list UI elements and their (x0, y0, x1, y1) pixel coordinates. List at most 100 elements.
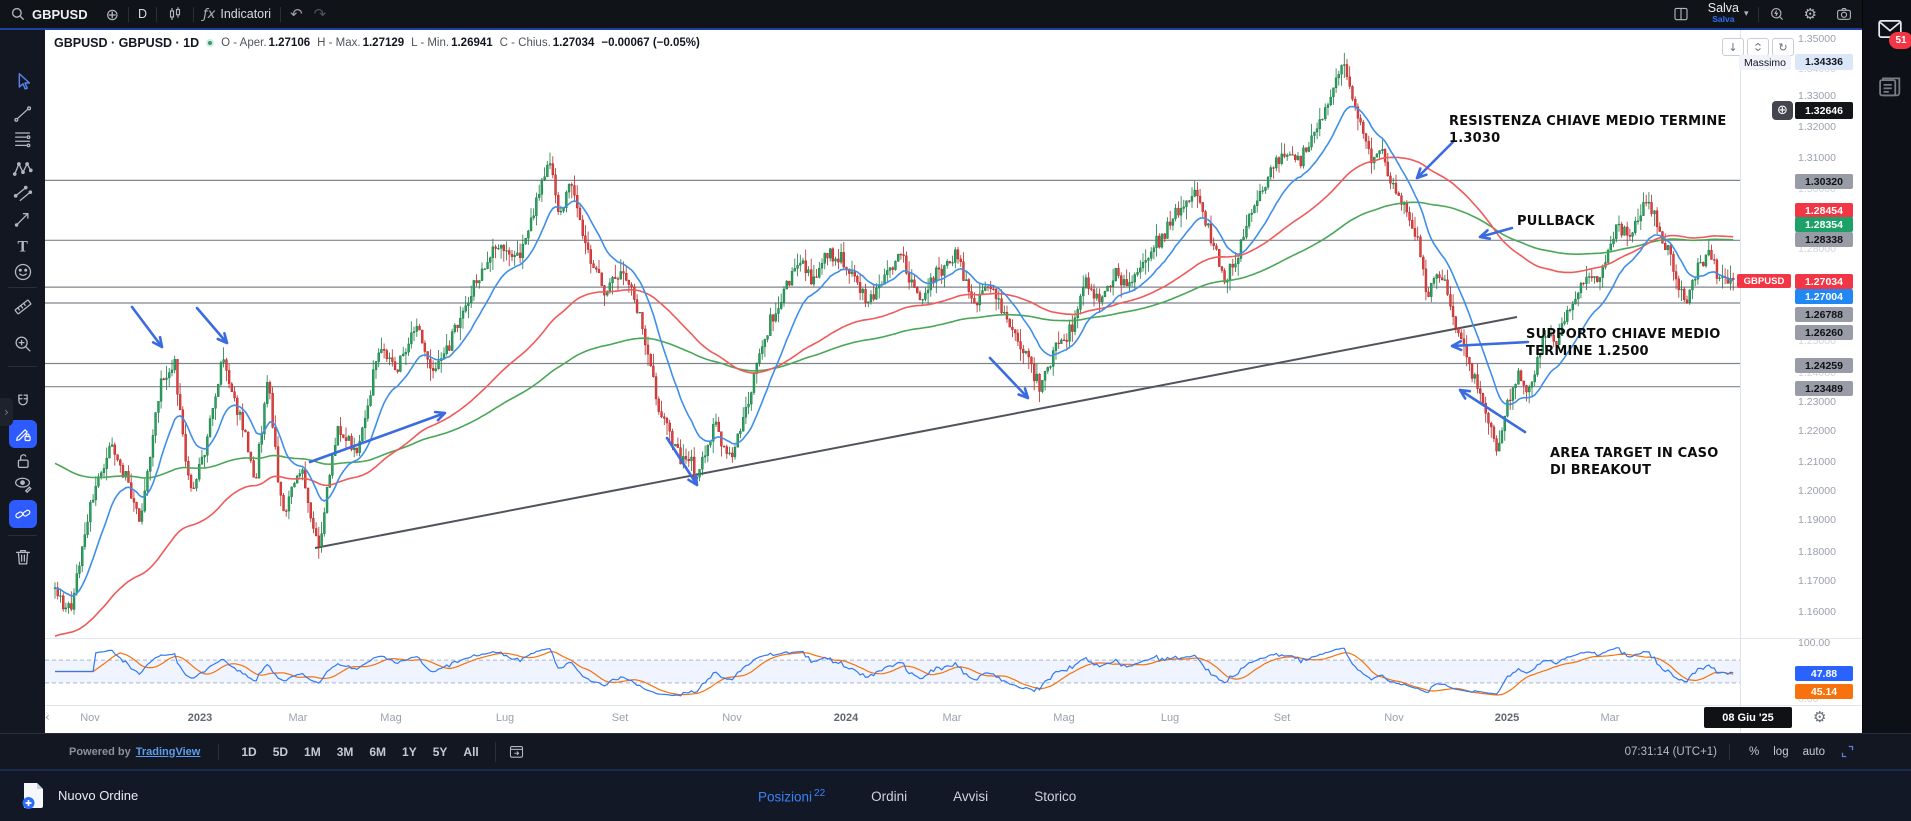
goto-date-button[interactable] (494, 741, 525, 762)
link-tool[interactable] (0, 500, 45, 528)
range-button-5d[interactable]: 5D (272, 744, 289, 759)
price-tick: 100.00 (1798, 637, 1831, 649)
ruler-icon (14, 299, 31, 315)
low-label: L - Min. (411, 37, 450, 49)
price-tick: 1.21000 (1798, 456, 1836, 468)
screenshot-button[interactable] (1826, 0, 1862, 28)
scroll-to-recent-button[interactable]: ↓ (1722, 38, 1744, 56)
parallel-channel-tool[interactable] (0, 180, 45, 208)
ma-green-line[interactable] (54, 201, 1734, 479)
timeline-collapse-icon[interactable]: ‹ (45, 709, 50, 724)
news-button[interactable] (1876, 72, 1904, 100)
ma-red-line[interactable] (54, 156, 1734, 637)
tab-avvisi[interactable]: Avvisi (953, 788, 989, 804)
symbol-search-button[interactable]: GBPUSD (0, 0, 97, 28)
hide-drawings-tool[interactable] (0, 470, 45, 498)
annotation-resistance: RESISTENZA CHIAVE MEDIO TERMINE 1.3030 (1449, 114, 1727, 146)
ascending-trendline[interactable] (314, 316, 1518, 549)
blue-arrow-7[interactable] (1478, 226, 1514, 240)
separator (218, 743, 220, 760)
ruler-tool[interactable] (0, 293, 45, 321)
layout-button[interactable] (1663, 0, 1699, 28)
blue-arrow-9[interactable] (1458, 388, 1527, 434)
new-order-icon (22, 783, 43, 809)
range-button-1d[interactable]: 1D (241, 744, 257, 759)
price-axis-border (1740, 30, 1741, 733)
price-tick: 1.20000 (1798, 485, 1836, 497)
range-button-1y[interactable]: 1Y (402, 744, 417, 759)
right-rail: 51 (1862, 0, 1911, 769)
quick-search-button[interactable] (1759, 0, 1795, 28)
open-value: 1.27106 (268, 37, 311, 49)
indicators-button[interactable]: ƒx Indicatori (194, 0, 280, 28)
symbol-name: GBPUSD (32, 6, 88, 22)
add-alert-plus-button[interactable]: ⊕ (1772, 101, 1793, 120)
blue-arrow-4[interactable] (665, 436, 699, 487)
trash-tool[interactable] (0, 543, 45, 571)
link-icon (14, 509, 30, 519)
legend-symbol[interactable]: GBPUSD · GBPUSD · 1D (54, 36, 200, 50)
clock[interactable]: 07:31:14 (UTC+1) (1624, 745, 1718, 758)
price-tick: 1.22000 (1798, 425, 1836, 437)
blue-arrow-2[interactable] (195, 306, 229, 345)
log-scale-button[interactable]: log (1773, 745, 1789, 758)
blue-arrow-1[interactable] (130, 305, 164, 349)
price-label-black: 1.32646 (1795, 102, 1853, 119)
cursor-tool[interactable] (0, 68, 45, 96)
draw-lock-tool[interactable] (0, 420, 45, 448)
price-tick: 1.32000 (1798, 121, 1836, 133)
maximize-icon[interactable] (1840, 744, 1855, 759)
range-button-3m[interactable]: 3M (336, 744, 354, 759)
separator (280, 6, 282, 22)
toolbar-separator (8, 366, 37, 367)
settings-button[interactable]: ⚙ (1795, 0, 1826, 28)
new-order-button[interactable]: Nuovo Ordine (20, 781, 138, 810)
price-label-gray: 1.28338 (1795, 232, 1853, 247)
price-chart[interactable] (45, 30, 1740, 703)
blue-arrow-8[interactable] (1450, 339, 1530, 352)
tab-storico[interactable]: Storico (1034, 788, 1077, 804)
unlock-tool[interactable] (0, 447, 45, 475)
arrow-marker-tool[interactable] (0, 205, 45, 233)
low-value: 1.26941 (451, 37, 493, 49)
trend-line-tool[interactable] (0, 100, 45, 128)
blue-arrow-6[interactable] (1415, 140, 1455, 180)
indicator-settings-icon[interactable]: ⚙ (1813, 708, 1827, 726)
tab-ordini[interactable]: Ordini (871, 788, 908, 804)
range-button-5y[interactable]: 5Y (432, 744, 448, 759)
text-tool[interactable]: T (0, 232, 45, 260)
emoji-icon (14, 263, 31, 281)
chart-type-button[interactable] (157, 0, 193, 28)
tradingview-link[interactable]: TradingView (135, 745, 201, 758)
range-button-1m[interactable]: 1M (304, 744, 321, 759)
compare-add-button[interactable]: ⊕ (97, 0, 128, 28)
redo-button[interactable]: ↷ (312, 0, 336, 28)
range-button-all[interactable]: All (463, 744, 479, 759)
annotation-target: AREA TARGET IN CASO DI BREAKOUT (1550, 446, 1719, 478)
collapse-scale-button[interactable] (1747, 38, 1769, 56)
save-button[interactable]: Salva Salva ▾ (1699, 0, 1758, 28)
tab-posizioni[interactable]: Posizioni 22 (758, 787, 826, 805)
chart-area[interactable]: GBPUSD · GBPUSD · 1D O - Aper. 1.27106 H … (45, 30, 1862, 733)
percent-scale-button[interactable]: % (1749, 745, 1760, 758)
undo-button[interactable]: ↶ (281, 0, 312, 28)
reset-scale-button[interactable]: ↻ (1772, 38, 1794, 56)
auto-scale-button[interactable]: auto (1802, 745, 1825, 758)
emoji-tool[interactable] (0, 258, 45, 286)
xabcd-pattern-tool[interactable] (0, 155, 45, 183)
month-label: Nov (722, 712, 742, 724)
zoom-in-icon (14, 336, 31, 352)
price-label-orange: 45.14 (1795, 684, 1853, 699)
fib-lines-tool[interactable] (0, 125, 45, 153)
price-label-rsiblue: 47.88 (1795, 666, 1853, 681)
zoom-in-tool[interactable] (0, 330, 45, 358)
blue-arrow-5[interactable] (988, 356, 1030, 400)
blue-arrow-3[interactable] (308, 410, 447, 464)
ma-blue-line[interactable] (54, 105, 1734, 597)
magnet-tool[interactable] (0, 388, 45, 416)
rsi-line[interactable] (55, 647, 1734, 697)
left-rail-expand-button[interactable]: › (0, 398, 13, 426)
cursor-icon (18, 73, 30, 90)
interval-button[interactable]: D (129, 0, 156, 28)
range-button-6m[interactable]: 6M (369, 744, 387, 759)
